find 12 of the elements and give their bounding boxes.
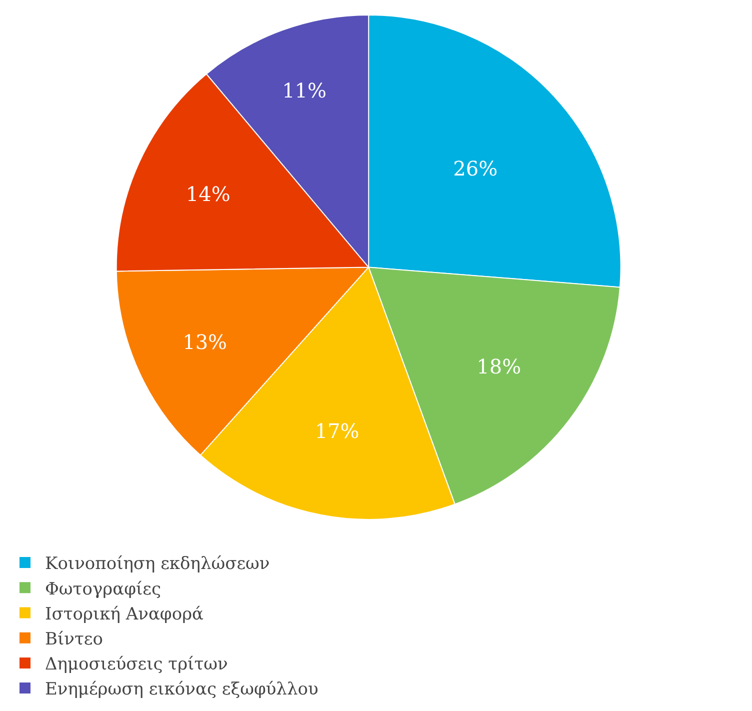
legend-label: Φωτογραφίες	[45, 579, 161, 600]
data-label: 11%	[282, 78, 327, 103]
data-label: 14%	[186, 182, 230, 206]
data-label: 18%	[476, 354, 522, 378]
legend-label: Ενημέρωση εικόνας εξωφύλλου	[45, 680, 318, 700]
legend-label: Βίντεο	[45, 629, 103, 650]
data-label: 17%	[314, 418, 360, 443]
legend-label: Δημοσιεύσεις τρίτων	[45, 654, 228, 675]
legend-label: Κοινοποίηση εκδηλώσεων	[45, 554, 270, 574]
data-label: 13%	[182, 330, 228, 354]
legend-label: Ιστορική Αναφορά	[45, 604, 204, 624]
data-label: 26%	[453, 156, 498, 181]
